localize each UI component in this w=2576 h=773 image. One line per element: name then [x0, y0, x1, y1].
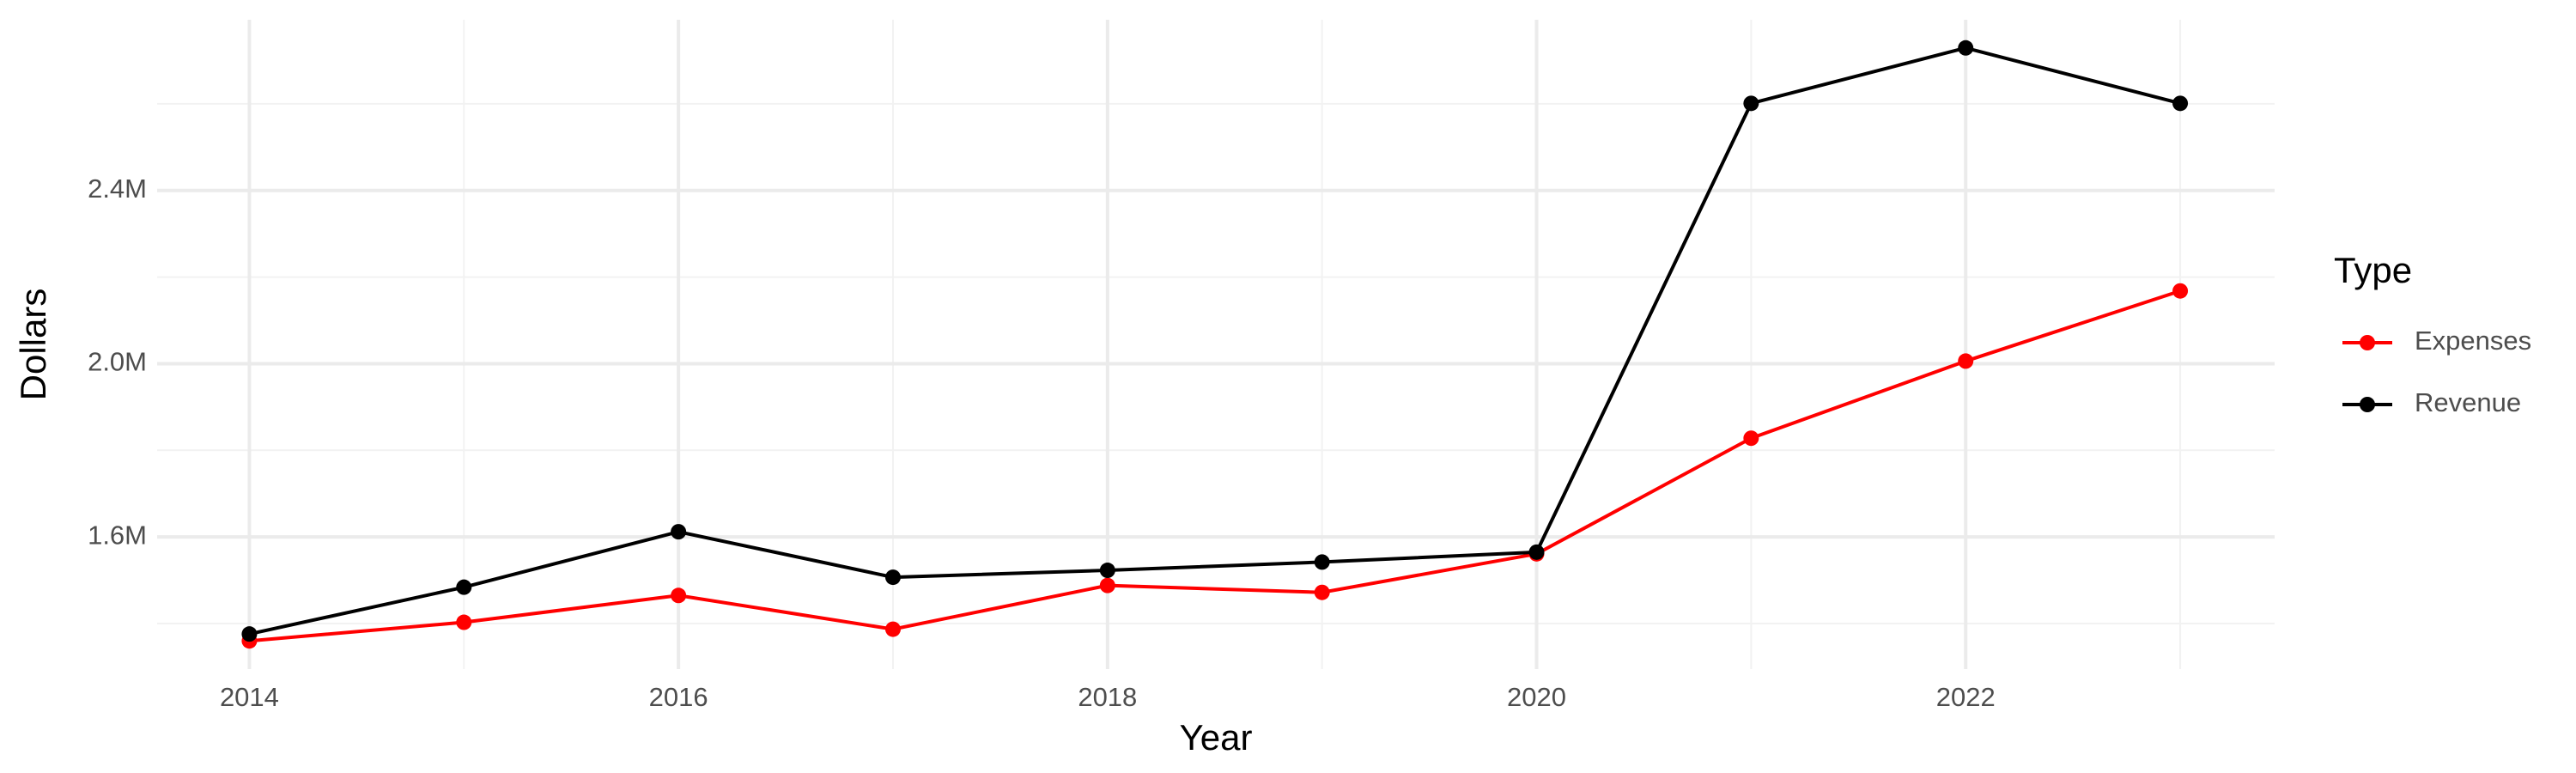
x-tick-label: 2016: [649, 682, 708, 712]
x-tick-label: 2020: [1507, 682, 1566, 712]
legend-label: Revenue: [2415, 387, 2521, 417]
series-line: [249, 46, 2181, 636]
legend-marker: [2360, 335, 2375, 350]
point: [671, 524, 687, 540]
point: [2172, 283, 2189, 299]
legend-title: Type: [2334, 250, 2412, 290]
x-axis-label: Year: [1180, 717, 1253, 758]
point: [1958, 353, 1974, 369]
legend-label: Expenses: [2415, 326, 2531, 356]
legend-marker: [2360, 397, 2375, 412]
point: [671, 587, 687, 604]
point: [1099, 577, 1115, 593]
point: [1743, 95, 1759, 112]
point: [1314, 554, 1330, 570]
y-tick-label: 2.0M: [88, 347, 147, 377]
series-line: [249, 289, 2181, 643]
point: [1099, 563, 1115, 579]
x-tick-label: 2014: [220, 682, 279, 712]
y-tick-label: 1.6M: [88, 520, 147, 550]
point: [2172, 95, 2189, 112]
point: [884, 621, 901, 637]
point: [884, 569, 901, 586]
x-tick-label: 2022: [1936, 682, 1996, 712]
y-tick-label: 2.4M: [88, 173, 147, 204]
point: [456, 579, 472, 595]
y-axis-label: Dollars: [13, 289, 53, 401]
point: [1314, 584, 1330, 600]
point: [1743, 430, 1759, 447]
point: [456, 614, 472, 630]
point: [1958, 40, 1974, 56]
point: [241, 626, 258, 642]
x-tick-label: 2018: [1078, 682, 1137, 712]
point: [1528, 544, 1545, 560]
